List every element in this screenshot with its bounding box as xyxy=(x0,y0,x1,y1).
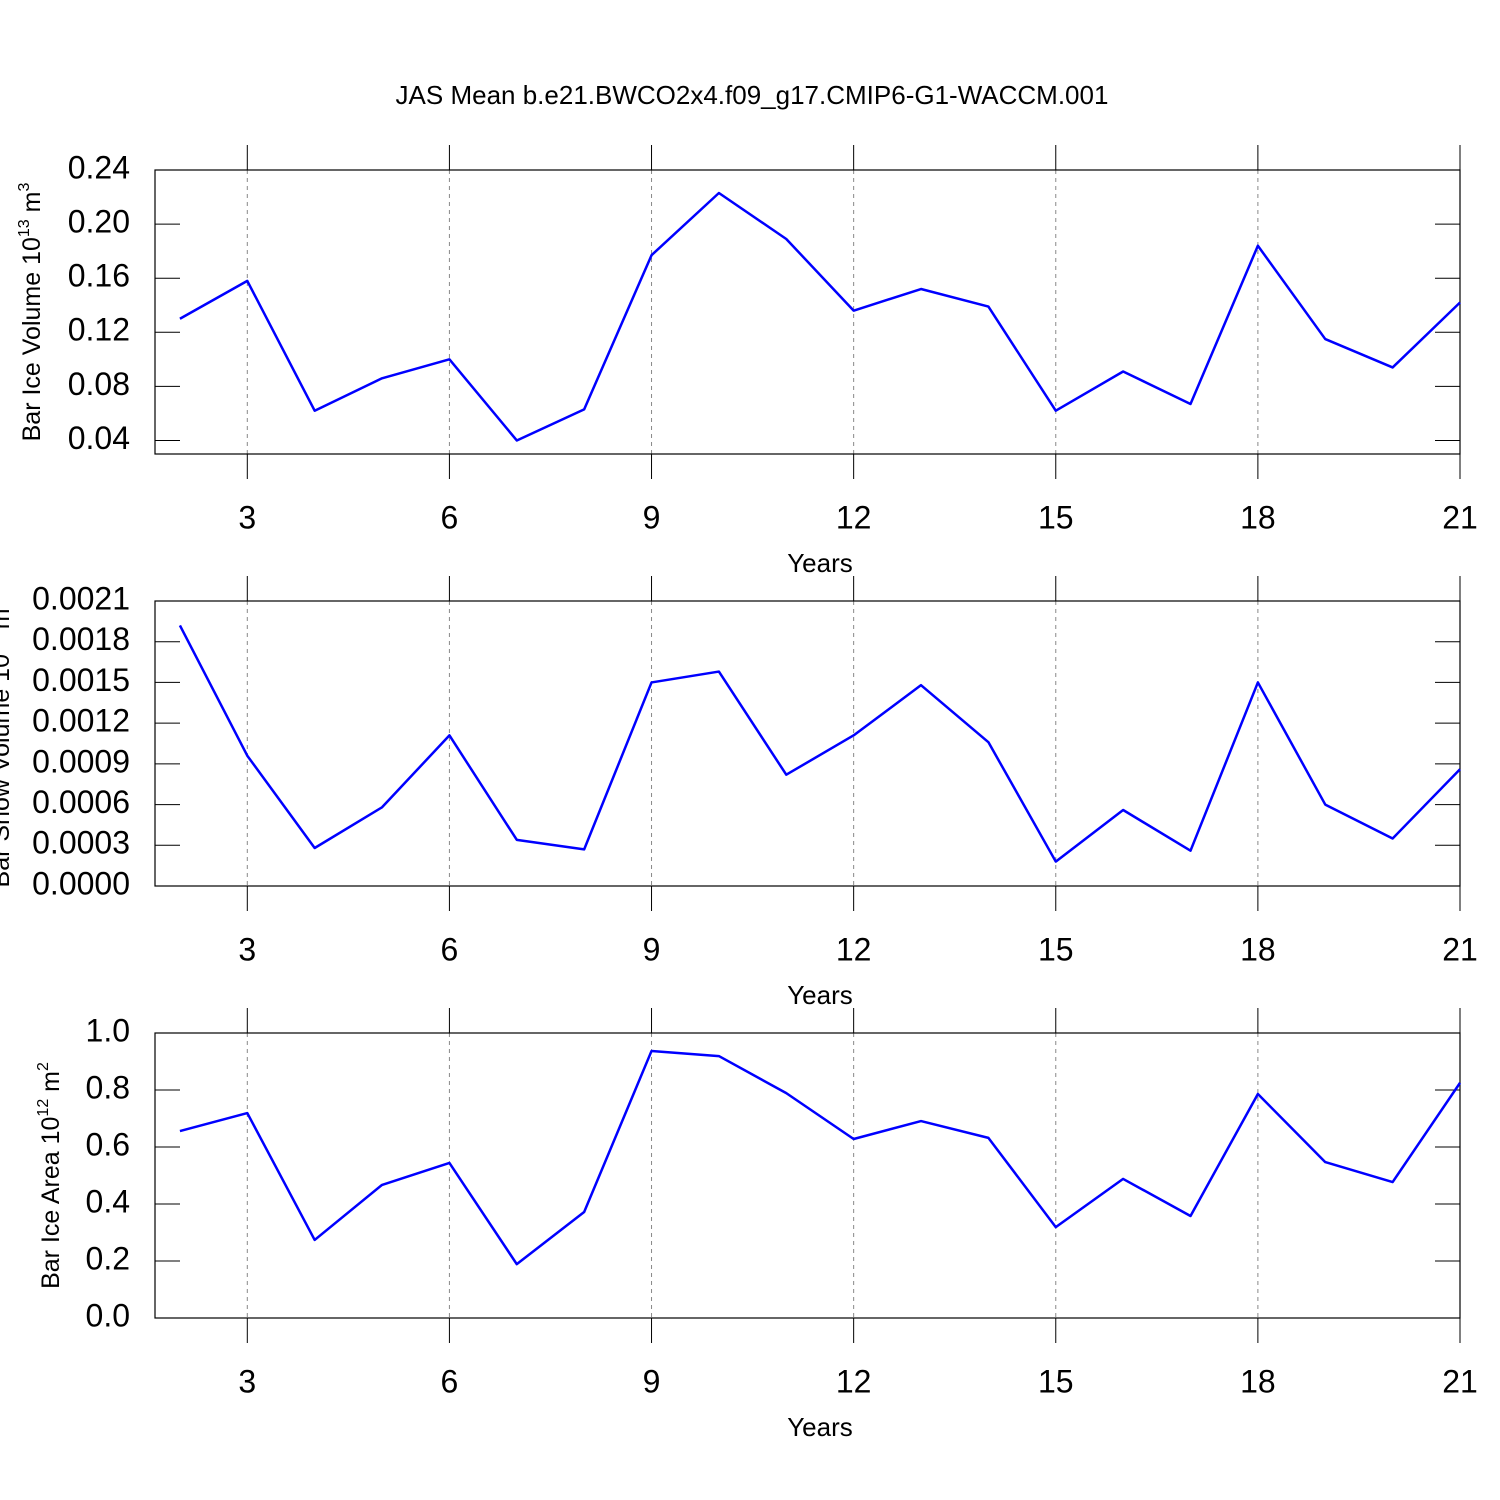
x-tick-label: 21 xyxy=(1442,499,1478,535)
y-axis-label-part: m xyxy=(18,192,46,220)
x-tick-label: 3 xyxy=(238,499,256,535)
y-axis-label-part: 13 xyxy=(16,219,33,237)
x-axis-label: Years xyxy=(787,980,853,1010)
x-tick-label: 15 xyxy=(1038,931,1074,967)
figure-title: JAS Mean b.e21.BWCO2x4.f09_g17.CMIP6-G1-… xyxy=(396,80,1109,110)
x-tick-label: 6 xyxy=(441,1363,459,1399)
y-axis-label-part: 3 xyxy=(16,183,33,192)
y-axis-label-part: 2 xyxy=(35,1062,52,1071)
y-tick-label: 0.0012 xyxy=(32,703,130,739)
plot-frame xyxy=(154,169,1461,455)
y-tick-label: 0.8 xyxy=(86,1069,130,1105)
y-tick-label: 0.2 xyxy=(86,1240,130,1276)
y-tick-label: 0.12 xyxy=(68,312,130,348)
data-line xyxy=(179,191,1461,442)
x-tick-label: 21 xyxy=(1442,931,1478,967)
y-axis-label-part: Bar Ice Area 10 xyxy=(37,1117,65,1289)
y-tick-label: 0.08 xyxy=(68,366,130,402)
x-tick-label: 9 xyxy=(643,931,661,967)
y-axis-label: Bar Snow Volume 1013 m3 xyxy=(0,599,15,887)
x-tick-label: 15 xyxy=(1038,1363,1074,1399)
x-tick-label: 3 xyxy=(238,1363,256,1399)
y-axis-label-part: 13 xyxy=(0,636,2,654)
y-tick-label: 0.0018 xyxy=(32,621,130,657)
x-tick-label: 3 xyxy=(238,931,256,967)
y-tick-label: 0.0000 xyxy=(32,865,130,901)
y-tick-label: 0.20 xyxy=(68,204,130,240)
x-tick-label: 18 xyxy=(1240,499,1276,535)
y-tick-label: 0.0 xyxy=(86,1297,130,1333)
y-axis-label-part: 3 xyxy=(0,599,2,608)
y-tick-label: 0.24 xyxy=(68,149,130,185)
data-line xyxy=(178,624,1461,863)
x-tick-label: 12 xyxy=(836,1363,872,1399)
y-axis-label: Bar Ice Area 1012 m2 xyxy=(35,1062,65,1289)
y-tick-label: 0.0015 xyxy=(32,662,130,698)
y-tick-label: 1.0 xyxy=(86,1012,130,1048)
y-axis-label-part: Bar Snow Volume 10 xyxy=(0,654,15,887)
x-tick-label: 21 xyxy=(1442,1363,1478,1399)
y-tick-label: 0.4 xyxy=(86,1183,130,1219)
y-tick-label: 0.0003 xyxy=(32,825,130,861)
x-tick-label: 12 xyxy=(836,499,872,535)
plot-frame xyxy=(154,600,1461,887)
x-tick-label: 9 xyxy=(643,1363,661,1399)
y-tick-label: 0.16 xyxy=(68,258,130,294)
y-axis-label-part: 12 xyxy=(35,1099,52,1117)
x-tick-label: 15 xyxy=(1038,499,1074,535)
x-tick-label: 6 xyxy=(441,499,459,535)
x-axis-label: Years xyxy=(787,1412,853,1442)
x-axis-label: Years xyxy=(787,548,853,578)
x-tick-label: 6 xyxy=(441,931,459,967)
y-axis-label-part: m xyxy=(0,608,15,636)
plot-frame xyxy=(154,1032,1461,1319)
y-axis-label-part: m xyxy=(37,1071,65,1099)
y-tick-label: 0.6 xyxy=(86,1126,130,1162)
y-axis-label: Bar Ice Volume 1013 m3 xyxy=(16,183,46,442)
x-tick-label: 18 xyxy=(1240,1363,1276,1399)
x-tick-label: 9 xyxy=(643,499,661,535)
y-tick-label: 0.0009 xyxy=(32,743,130,779)
x-tick-label: 18 xyxy=(1240,931,1276,967)
y-tick-label: 0.0021 xyxy=(32,580,130,616)
y-axis-label-part: Bar Ice Volume 10 xyxy=(18,237,46,441)
data-line xyxy=(179,1049,1462,1266)
y-tick-label: 0.0006 xyxy=(32,784,130,820)
x-tick-label: 12 xyxy=(836,931,872,967)
y-tick-label: 0.04 xyxy=(68,420,130,456)
